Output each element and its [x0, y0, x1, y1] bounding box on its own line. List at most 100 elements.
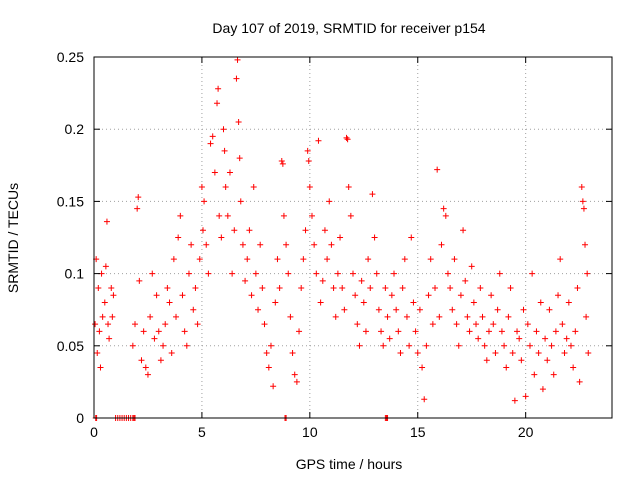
- data-point: [108, 285, 115, 292]
- data-point: [382, 285, 389, 292]
- data-point: [373, 270, 380, 277]
- data-point: [520, 306, 527, 313]
- data-point: [328, 241, 335, 248]
- data-point: [179, 292, 186, 299]
- data-point: [272, 299, 279, 306]
- data-point: [235, 118, 242, 125]
- data-point: [345, 183, 352, 190]
- data-point: [287, 313, 294, 320]
- data-point: [270, 383, 277, 390]
- data-point: [207, 140, 214, 147]
- data-point: [296, 328, 303, 335]
- data-point: [319, 277, 326, 284]
- data-point: [344, 136, 351, 143]
- data-point: [198, 183, 205, 190]
- data-point: [315, 137, 322, 144]
- data-point: [201, 198, 208, 205]
- data-point: [308, 212, 315, 219]
- data-point: [419, 364, 426, 371]
- data-point: [209, 133, 216, 140]
- data-point: [293, 378, 300, 385]
- data-point: [140, 328, 147, 335]
- data-point: [367, 285, 374, 292]
- data-point: [106, 335, 113, 342]
- data-point: [306, 183, 313, 190]
- data-point: [514, 328, 521, 335]
- data-point: [464, 313, 471, 320]
- data-point: [205, 270, 212, 277]
- data-point: [244, 256, 251, 263]
- data-point: [561, 350, 568, 357]
- data-point: [401, 256, 408, 263]
- data-point: [423, 342, 430, 349]
- data-point: [380, 342, 387, 349]
- data-point: [507, 285, 514, 292]
- data-point: [250, 183, 257, 190]
- data-point: [236, 155, 243, 162]
- data-point: [434, 166, 441, 173]
- data-point: [481, 342, 488, 349]
- x-axis-label: GPS time / hours: [296, 456, 403, 472]
- data-point: [509, 350, 516, 357]
- data-point: [352, 292, 359, 299]
- data-point: [305, 157, 312, 164]
- data-point: [421, 396, 428, 403]
- data-point: [214, 100, 221, 107]
- data-point: [164, 285, 171, 292]
- data-point: [138, 357, 145, 364]
- data-point: [252, 270, 259, 277]
- data-point: [449, 306, 456, 313]
- data-point: [539, 386, 546, 393]
- x-tick-label: 15: [410, 424, 426, 440]
- data-point: [313, 270, 320, 277]
- data-point: [246, 227, 253, 234]
- x-tick-label: 0: [90, 424, 98, 440]
- data-point: [144, 371, 151, 378]
- data-point: [99, 313, 106, 320]
- data-point: [233, 75, 240, 82]
- data-point: [102, 263, 109, 270]
- data-point: [168, 350, 175, 357]
- data-point: [263, 350, 270, 357]
- data-point: [391, 270, 398, 277]
- data-point: [492, 350, 499, 357]
- data-point: [488, 292, 495, 299]
- data-point: [185, 270, 192, 277]
- data-point: [524, 321, 531, 328]
- data-point: [572, 328, 579, 335]
- data-point: [362, 328, 369, 335]
- data-point: [496, 270, 503, 277]
- data-point: [565, 299, 572, 306]
- data-point: [384, 313, 391, 320]
- data-point: [516, 335, 523, 342]
- data-point: [582, 241, 589, 248]
- data-point: [103, 218, 110, 225]
- data-point: [425, 292, 432, 299]
- data-point: [317, 299, 324, 306]
- data-point: [442, 212, 449, 219]
- data-point: [215, 85, 222, 92]
- data-point: [393, 306, 400, 313]
- data-point: [221, 147, 228, 154]
- data-point: [183, 342, 190, 349]
- data-point: [451, 256, 458, 263]
- data-point: [531, 371, 538, 378]
- data-point: [162, 321, 169, 328]
- data-point: [371, 234, 378, 241]
- data-point: [462, 277, 469, 284]
- data-points: [92, 56, 592, 421]
- data-point: [447, 285, 454, 292]
- data-point: [101, 299, 108, 306]
- data-point: [444, 270, 451, 277]
- data-point: [518, 357, 525, 364]
- y-axis-label: SRMTID / TECUs: [5, 183, 21, 293]
- grid-lines: [94, 57, 612, 418]
- data-point: [177, 212, 184, 219]
- data-point: [259, 285, 266, 292]
- data-point: [460, 227, 467, 234]
- data-point: [129, 342, 136, 349]
- data-point: [386, 335, 393, 342]
- data-point: [354, 321, 361, 328]
- data-point: [166, 299, 173, 306]
- data-point: [224, 212, 231, 219]
